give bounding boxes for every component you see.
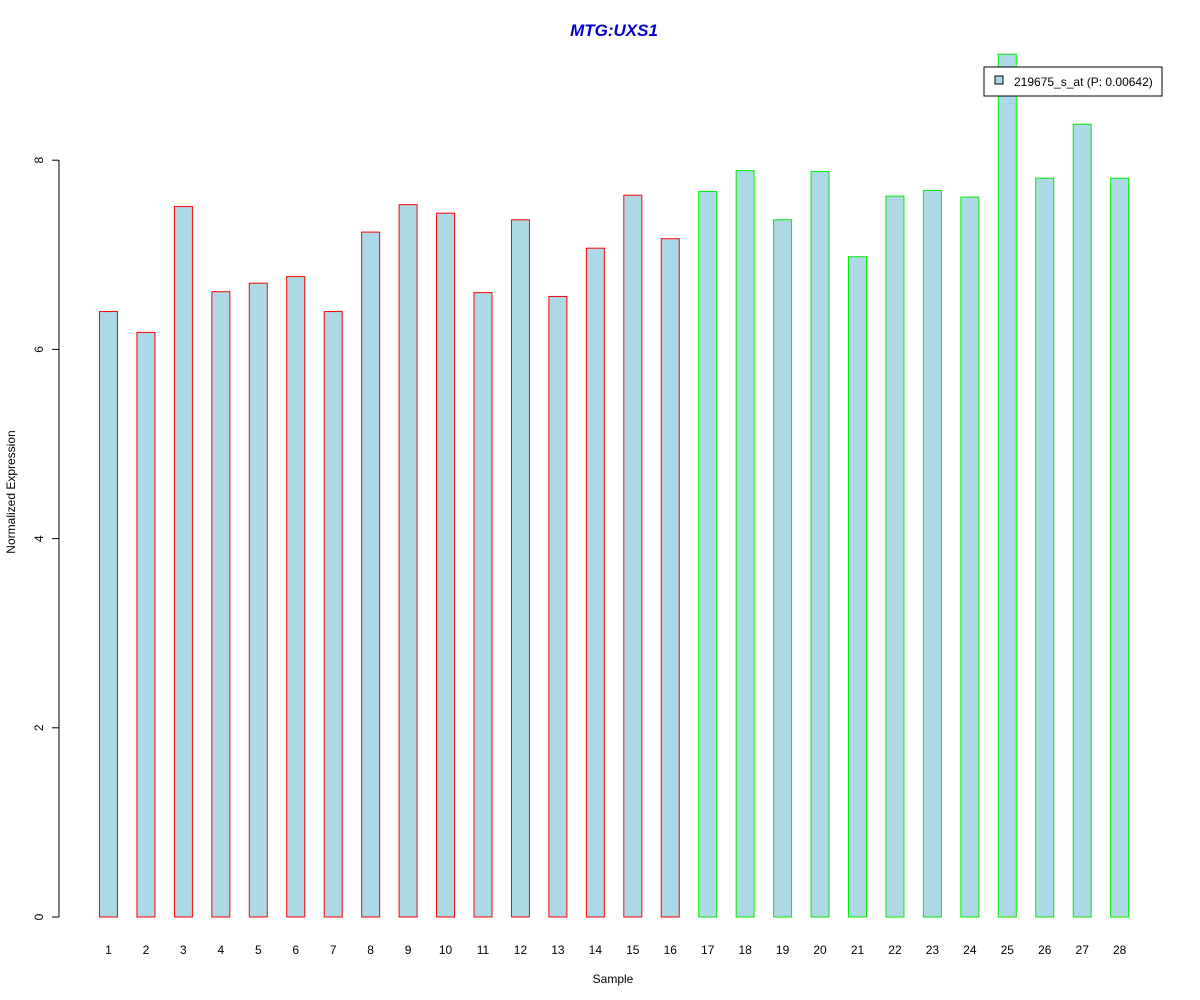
x-tick-label: 15 xyxy=(626,943,640,957)
bar-20 xyxy=(810,171,830,918)
bar-9 xyxy=(398,204,418,918)
bar-23 xyxy=(922,189,942,918)
bar-21 xyxy=(848,256,867,918)
bar-27 xyxy=(1072,123,1092,918)
legend-swatch xyxy=(994,75,1004,85)
x-tick-label: 17 xyxy=(701,943,715,957)
bar-7 xyxy=(323,311,343,918)
x-tick-label: 20 xyxy=(813,943,827,957)
bar-13 xyxy=(548,295,568,918)
bar-22 xyxy=(885,195,905,918)
y-tick-label: 8 xyxy=(32,157,46,164)
x-tick-label: 1 xyxy=(105,943,112,957)
bar-10 xyxy=(436,212,456,918)
x-tick-label: 5 xyxy=(255,943,262,957)
bar-16 xyxy=(660,238,680,918)
y-tick-label: 6 xyxy=(32,346,46,353)
x-tick-label: 22 xyxy=(888,943,902,957)
bars xyxy=(99,53,1130,918)
x-tick-label: 14 xyxy=(589,943,603,957)
bar-12 xyxy=(510,219,530,918)
x-tick-label: 6 xyxy=(292,943,299,957)
x-tick-label: 13 xyxy=(551,943,565,957)
bar-5 xyxy=(248,282,268,918)
x-tick-label: 24 xyxy=(963,943,977,957)
x-tick-label: 23 xyxy=(926,943,940,957)
bar-24 xyxy=(960,196,980,918)
x-tick-label: 26 xyxy=(1038,943,1052,957)
bar-11 xyxy=(473,292,493,918)
x-tick-label: 18 xyxy=(738,943,752,957)
legend-label: 219675_s_at (P: 0.00642) xyxy=(1014,75,1153,89)
y-tick-label: 4 xyxy=(32,535,46,542)
bar-3 xyxy=(173,206,193,918)
legend-box xyxy=(983,66,1163,97)
x-tick-label: 4 xyxy=(218,943,225,957)
y-tick-label: 2 xyxy=(32,724,46,731)
x-tick-label: 11 xyxy=(477,943,490,957)
x-tick-label: 12 xyxy=(514,943,528,957)
bar-15 xyxy=(623,194,643,918)
bar-4 xyxy=(211,291,231,918)
x-tick-label: 7 xyxy=(330,943,337,957)
bar-14 xyxy=(585,247,605,918)
legend: 219675_s_at (P: 0.00642) xyxy=(983,66,1163,97)
x-tick-label: 21 xyxy=(851,943,865,957)
bar-28 xyxy=(1110,177,1130,918)
x-tick-label: 9 xyxy=(405,943,412,957)
bar-18 xyxy=(735,170,755,918)
chart-title: MTG:UXS1 xyxy=(570,21,658,40)
bar-2 xyxy=(136,331,156,918)
x-tick-label: 27 xyxy=(1076,943,1090,957)
y-tick-label: 0 xyxy=(32,913,46,920)
bar-17 xyxy=(698,190,718,918)
x-tick-label: 28 xyxy=(1113,943,1127,957)
bar-19 xyxy=(773,219,793,918)
x-tick-label: 3 xyxy=(180,943,187,957)
bar-26 xyxy=(1035,177,1055,918)
x-tick-labels: 1 2 3 4 5 6 7 8 9 10 11 12 13 14 15 16 17 18 19 20 21 22 23 24 2… xyxy=(105,943,1126,957)
y-axis-label: Normalized Expression xyxy=(4,430,18,553)
bar-8 xyxy=(361,231,381,918)
x-tick-label: 8 xyxy=(367,943,374,957)
bar-1 xyxy=(99,311,118,918)
x-tick-label: 2 xyxy=(143,943,150,957)
x-axis-label: Sample xyxy=(593,972,634,986)
bar-25 xyxy=(997,53,1017,918)
x-tick-label: 16 xyxy=(664,943,678,957)
x-tick-label: 10 xyxy=(439,943,453,957)
x-tick-label: 25 xyxy=(1001,943,1015,957)
bar-6 xyxy=(286,276,306,918)
x-tick-label: 19 xyxy=(776,943,790,957)
y-axis: 0 2 4 6 8 xyxy=(32,157,60,920)
